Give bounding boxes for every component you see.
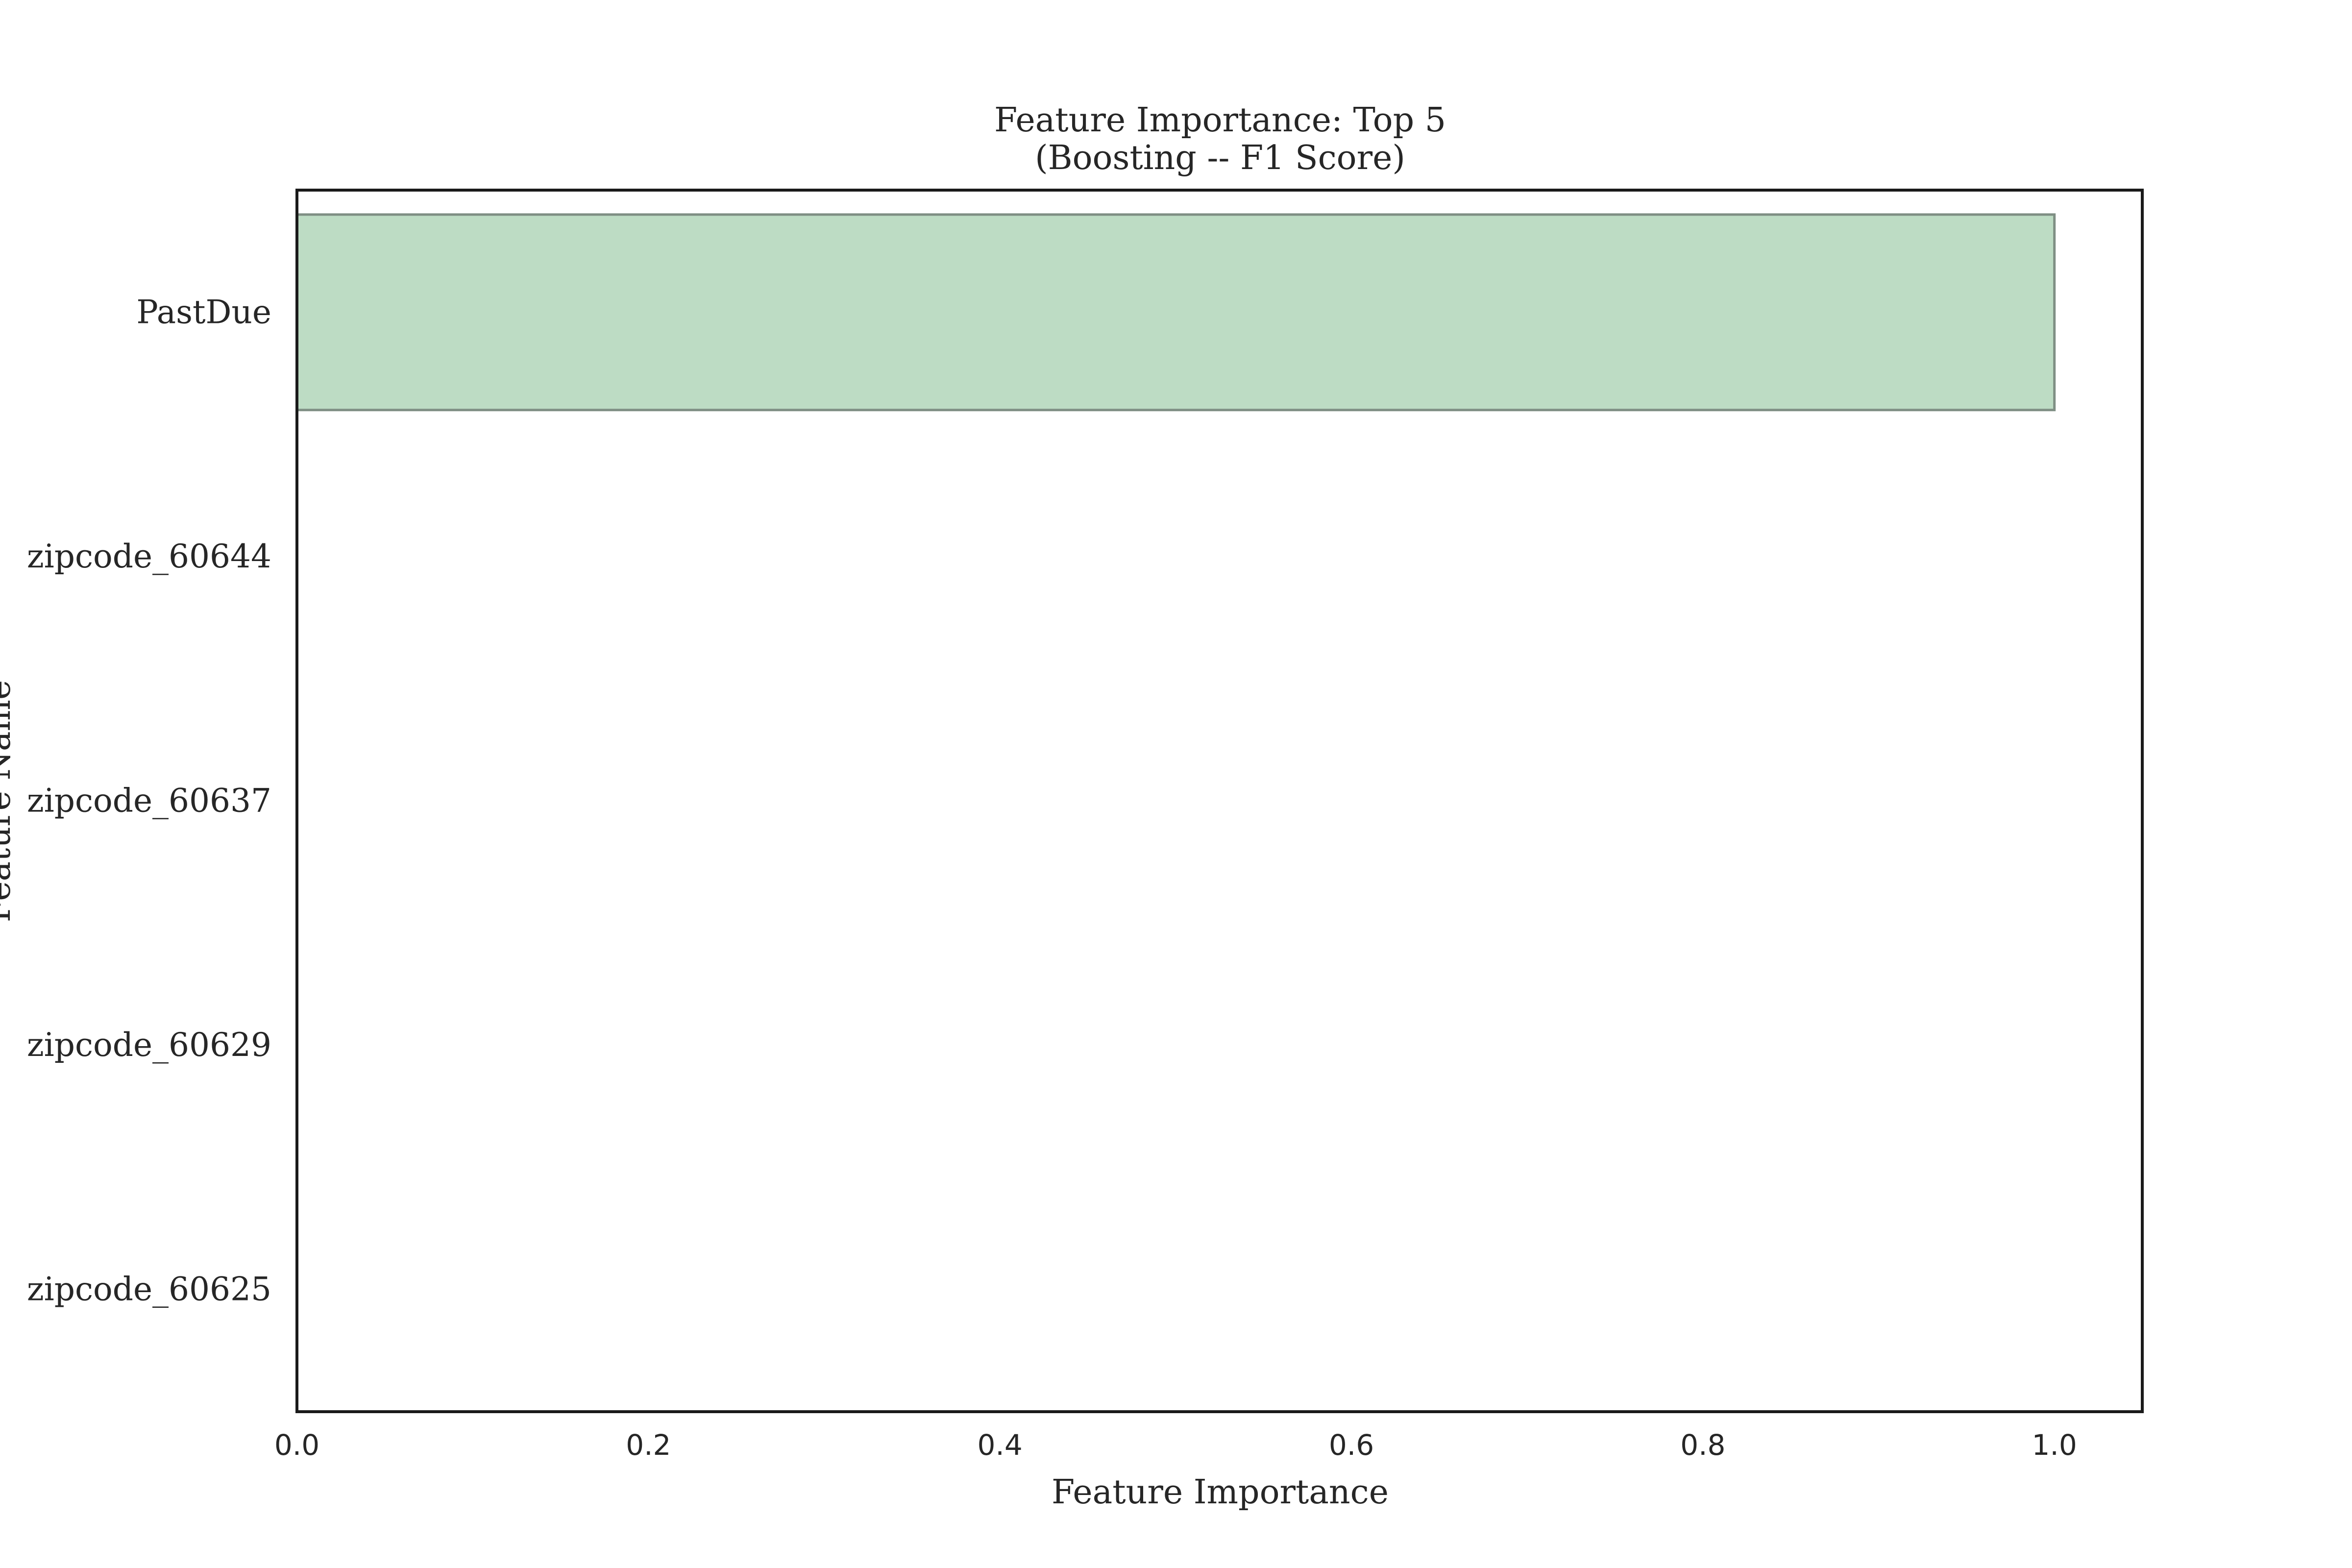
- y-tick-label: zipcode_60644: [27, 538, 271, 575]
- bar-PastDue: [295, 213, 2056, 412]
- x-tick-label: 0.6: [1329, 1428, 1374, 1462]
- chart-subtitle: (Boosting -- F1 Score): [1035, 139, 1405, 177]
- chart-title: Feature Importance: Top 5: [994, 101, 1446, 140]
- x-axis-label: Feature Importance: [1052, 1473, 1389, 1512]
- bars-layer: [295, 213, 2056, 412]
- y-tick-label: zipcode_60629: [27, 1026, 271, 1064]
- y-axis-label: Feature Name: [0, 680, 18, 923]
- y-tick-label: zipcode_60625: [27, 1271, 271, 1308]
- x-tick-label: 0.8: [1680, 1428, 1725, 1462]
- x-tick-label: 1.0: [2032, 1428, 2077, 1462]
- x-tick-label: 0.0: [274, 1428, 319, 1462]
- y-tick-label: zipcode_60637: [27, 782, 271, 820]
- plot-frame: [295, 189, 2144, 1413]
- x-tick-labels: 0.0 0.2 0.4 0.6 0.8 1.0: [274, 1428, 2077, 1462]
- y-tick-labels: PastDue zipcode_60644 zipcode_60637zipcode…: [27, 293, 271, 1308]
- x-tick-label: 0.4: [978, 1428, 1023, 1462]
- y-tick-label: PastDue: [136, 293, 271, 331]
- x-tick-label: 0.2: [626, 1428, 671, 1462]
